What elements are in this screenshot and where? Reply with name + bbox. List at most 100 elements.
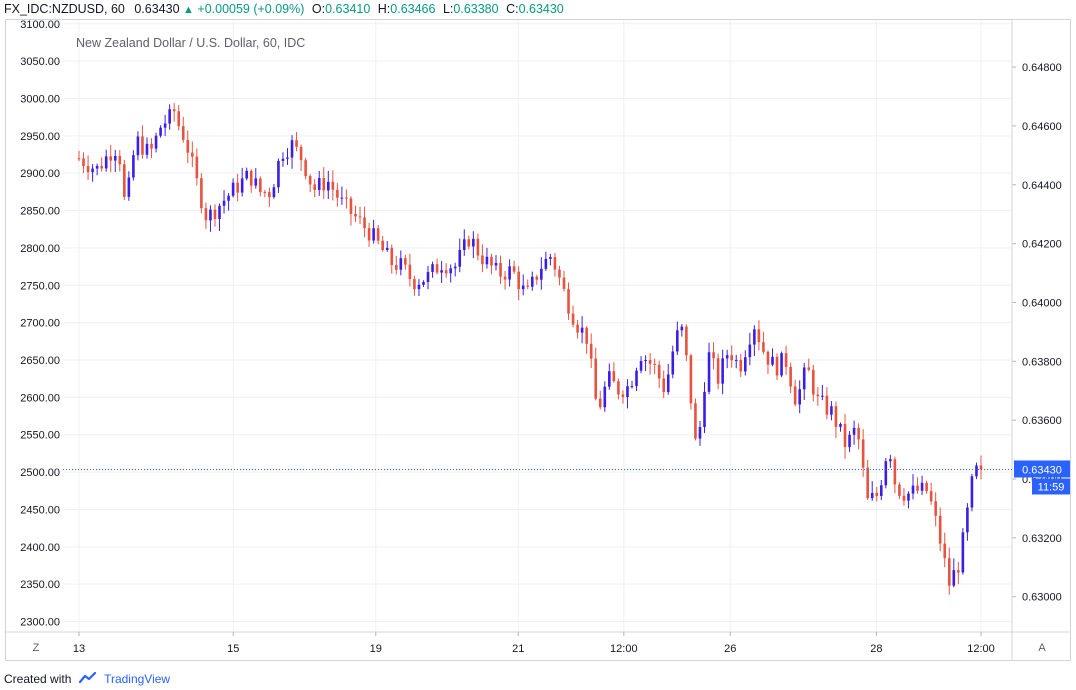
candle — [286, 148, 289, 165]
candle — [399, 250, 403, 276]
left-axis-tick-label: 2800.00 — [20, 243, 60, 255]
candle — [521, 274, 525, 296]
candle — [771, 348, 774, 367]
candle — [798, 380, 801, 414]
candle — [113, 149, 117, 173]
last-price-tag-label: 0.63430 — [1022, 464, 1062, 476]
candle — [481, 244, 484, 273]
candle — [920, 475, 924, 495]
candle — [123, 159, 126, 201]
candle — [222, 190, 226, 214]
candle — [345, 189, 348, 209]
left-axis-tick-label: 2700.00 — [20, 318, 60, 330]
candle — [91, 164, 94, 182]
axes-layer: 3100.00 3050.00 3000.00 2950.00 2900.00 2850.… — [6, 20, 1070, 660]
candle — [435, 258, 439, 275]
candle — [381, 235, 384, 252]
candle — [376, 224, 380, 245]
candle — [249, 169, 253, 193]
candle — [394, 255, 398, 275]
candle — [354, 205, 357, 223]
candle — [449, 264, 452, 283]
candle — [177, 105, 181, 131]
candle — [952, 558, 956, 588]
candle — [259, 176, 262, 197]
candle — [852, 420, 856, 445]
candle — [209, 205, 212, 232]
candle — [317, 171, 321, 196]
candle — [662, 370, 666, 399]
candle — [517, 266, 520, 301]
close-label: C: — [506, 2, 519, 16]
tradingview-brand[interactable]: TradingView — [104, 672, 171, 686]
x-axis-tick-label: 19 — [370, 643, 382, 655]
candle — [503, 271, 507, 290]
candle — [236, 173, 239, 202]
candle — [290, 135, 294, 169]
chart-pane[interactable]: 3100.00 3050.00 3000.00 2950.00 2900.00 2850.… — [5, 19, 1071, 661]
zoom-reset-button[interactable]: Z — [33, 642, 40, 654]
candle — [372, 219, 375, 244]
candle — [721, 349, 724, 395]
left-axis-tick-label: 2400.00 — [20, 542, 60, 554]
candlestick-chart[interactable]: 3100.00 3050.00 3000.00 2950.00 2900.00 2850.… — [6, 20, 1070, 660]
candle — [426, 265, 430, 290]
chart-header: FX_IDC:NZDUSD, 60 0.63430 ▲ +0.00059 (+0… — [4, 2, 564, 16]
candle — [349, 196, 353, 226]
candle — [934, 492, 937, 527]
right-axis-tick-label: 0.64800 — [1022, 62, 1062, 74]
candle — [576, 319, 579, 339]
candle — [82, 152, 85, 173]
left-axis-tick-label: 2500.00 — [20, 467, 60, 479]
candle — [331, 170, 335, 201]
candle — [875, 486, 879, 502]
candle — [444, 263, 448, 278]
candle — [866, 459, 869, 501]
candle — [385, 241, 389, 252]
candle — [340, 186, 344, 205]
candle — [870, 481, 874, 501]
candle — [861, 429, 865, 477]
right-axis-tick-label: 0.64600 — [1022, 121, 1062, 133]
candle — [191, 141, 194, 168]
left-axis-tick-label: 2450.00 — [20, 504, 60, 516]
candle — [462, 229, 466, 256]
countdown-tag: 11:59 — [1032, 478, 1070, 495]
symbol-label[interactable]: FX_IDC:NZDUSD, 60 — [4, 2, 125, 16]
candle — [907, 491, 910, 509]
candle — [77, 150, 81, 162]
auto-scale-button[interactable]: A — [1038, 642, 1046, 654]
left-axis-tick-label: 2300.00 — [20, 617, 60, 629]
candle — [617, 378, 620, 400]
candle — [86, 155, 90, 180]
candle — [598, 390, 602, 410]
candle — [671, 345, 675, 379]
candle — [172, 103, 176, 122]
candle — [95, 163, 99, 176]
overlay-layer: 0.63430 11:59 — [63, 460, 1070, 495]
candle — [898, 482, 901, 500]
high-label: H: — [377, 2, 391, 16]
candle — [938, 507, 942, 552]
candle — [181, 116, 185, 143]
chart-title: New Zealand Dollar / U.S. Dollar, 60, ID… — [76, 36, 305, 50]
low-value: 0.63380 — [453, 2, 499, 16]
candle — [490, 253, 493, 275]
candle — [657, 360, 661, 389]
candle — [947, 547, 951, 595]
candle — [789, 362, 792, 393]
candle — [802, 362, 806, 401]
candle — [639, 356, 643, 374]
candle — [304, 157, 307, 180]
candle — [299, 144, 303, 171]
right-axis-tick-label: 0.64400 — [1022, 180, 1062, 192]
candle — [811, 364, 815, 402]
right-axis-tick-label: 0.63600 — [1022, 415, 1062, 427]
candle — [902, 488, 906, 506]
left-axis-tick-label: 3050.00 — [20, 56, 60, 68]
x-axis-tick-label: 21 — [512, 643, 524, 655]
candle — [440, 261, 443, 283]
right-axis-tick-label: 0.63800 — [1022, 356, 1062, 368]
candle — [254, 168, 258, 189]
candle — [277, 158, 280, 193]
